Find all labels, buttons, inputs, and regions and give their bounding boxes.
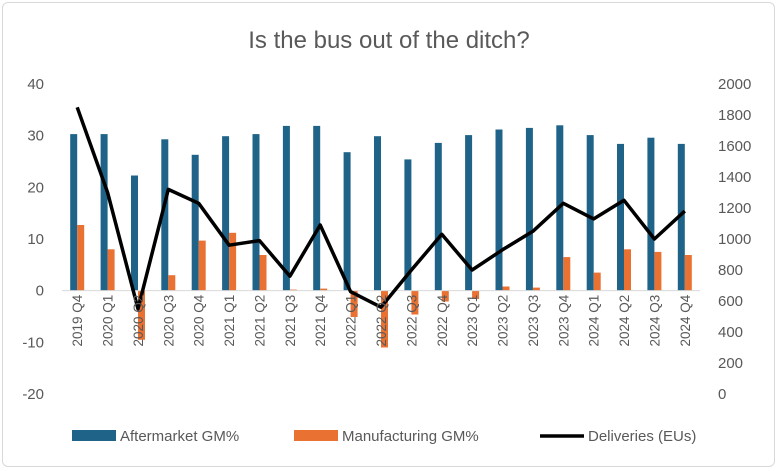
right-axis-tick-label: 0 <box>718 386 726 403</box>
right-y-axis-ticks: 0 200 400 600 800 1000 1200 1400 1600 1800 2000 <box>718 76 751 403</box>
deliveries-line-group <box>75 106 686 311</box>
chart-title: Is the bus out of the ditch? <box>248 27 530 54</box>
right-axis-tick-label: 200 <box>718 355 743 372</box>
aftermarket-gm-bar <box>495 129 503 291</box>
manufacturing-gm-bar <box>138 290 145 340</box>
right-axis-tick-label: 1400 <box>718 169 751 186</box>
manufacturing-gm-bar <box>107 249 115 291</box>
manufacturing-gm-bar <box>532 287 540 291</box>
manufacturing-gm-bar <box>289 289 297 291</box>
aftermarket-gm-bar <box>222 136 230 291</box>
aftermarket-gm-bar <box>404 159 412 291</box>
x-axis-tick-label: 2021 Q3 <box>283 295 298 347</box>
left-y-axis-ticks: -20 -10 0 10 20 30 40 <box>22 76 44 403</box>
x-axis-tick-label: 2020 Q3 <box>161 295 176 347</box>
aftermarket-gm-bar <box>525 127 533 291</box>
right-axis-tick-label: 2000 <box>718 76 751 93</box>
aftermarket-gm-bar <box>282 125 290 291</box>
x-axis-tick-label: 2021 Q4 <box>313 294 328 346</box>
x-axis-tick-label: 2019 Q4 <box>70 294 85 346</box>
x-axis-tick-label: 2024 Q2 <box>617 295 632 347</box>
x-axis-tick-label: 2024 Q1 <box>587 295 602 347</box>
right-axis-tick-label: 1600 <box>718 138 751 155</box>
manufacturing-gm-bar <box>198 240 206 291</box>
left-axis-tick-label: 10 <box>27 231 44 248</box>
manufacturing-gm-bar <box>624 249 631 291</box>
right-axis-tick-label: 800 <box>718 262 743 279</box>
x-axis-tick-label: 2022 Q2 <box>374 295 389 347</box>
deliveries-line <box>75 106 686 311</box>
manufacturing-gm-bar <box>381 290 388 348</box>
x-axis-tick-label: 2021 Q1 <box>222 295 237 347</box>
manufacturing-gm-bar <box>77 225 85 291</box>
manufacturing-gm-legend-swatch <box>294 430 338 441</box>
manufacturing-gm-legend-label: Manufacturing GM% <box>342 428 479 445</box>
aftermarket-gm-bar <box>677 143 685 291</box>
aftermarket-gm-bar <box>100 134 108 291</box>
left-axis-tick-label: 0 <box>36 283 44 300</box>
manufacturing-gm-bar <box>259 255 267 291</box>
chart-frame <box>2 2 775 467</box>
manufacturing-gm-bar <box>654 251 662 291</box>
manufacturing-gm-bar <box>320 288 328 291</box>
right-axis-tick-label: 600 <box>718 293 743 310</box>
right-axis-tick-label: 1200 <box>718 200 751 217</box>
manufacturing-gm-bar <box>441 290 449 302</box>
x-axis-tick-label: 2023 Q4 <box>556 294 571 346</box>
manufacturing-gm-bar <box>168 275 176 291</box>
aftermarket-gm-bar <box>313 125 321 291</box>
x-axis-tick-label: 2020 Q4 <box>192 294 207 346</box>
x-axis-tick-label: 2024 Q3 <box>647 295 662 347</box>
manufacturing-gm-bar <box>350 290 358 317</box>
x-axis-tick-label: 2021 Q2 <box>253 295 268 347</box>
x-axis-tick-label: 2022 Q1 <box>344 295 359 347</box>
x-axis-tick-label: 2020 Q1 <box>101 295 116 347</box>
x-axis-tick-label: 2022 Q3 <box>404 295 419 347</box>
manufacturing-gm-bar <box>411 290 419 315</box>
x-axis-tick-label: 2023 Q3 <box>526 295 541 347</box>
x-axis-ticks: 2019 Q4 2020 Q1 2020 Q2 2020 Q3 2020 Q4 2021 … <box>70 294 693 346</box>
aftermarket-gm-bar <box>586 135 594 291</box>
manufacturing-gm-bar <box>563 257 571 291</box>
deliveries-eus-legend-label: Deliveries (EUs) <box>588 428 696 445</box>
aftermarket-gm-bar <box>617 143 624 291</box>
left-axis-tick-label: 30 <box>27 128 44 145</box>
aftermarket-gm-bar <box>434 142 442 291</box>
x-axis-tick-label: 2024 Q4 <box>678 294 693 346</box>
left-axis-tick-label: -10 <box>22 334 44 351</box>
aftermarket-gm-bar <box>191 154 199 291</box>
legend: Aftermarket GM% Manufacturing GM% Deliveri… <box>72 428 696 445</box>
aftermarket-gm-bar <box>343 152 351 291</box>
x-axis-tick-label: 2022 Q4 <box>435 294 450 346</box>
left-axis-tick-label: 40 <box>27 76 44 93</box>
aftermarket-gm-bar <box>252 134 260 291</box>
aftermarket-gm-bar <box>647 137 655 291</box>
x-axis-tick-label: 2023 Q1 <box>465 295 480 347</box>
manufacturing-gm-bar <box>472 290 480 299</box>
left-axis-tick-label: 20 <box>27 179 44 196</box>
aftermarket-gm-bar <box>131 175 138 291</box>
aftermarket-gm-legend-label: Aftermarket GM% <box>120 428 239 445</box>
right-axis-tick-label: 1800 <box>718 107 751 124</box>
manufacturing-gm-bar <box>502 286 510 291</box>
x-axis-tick-label: 2023 Q2 <box>496 295 511 347</box>
left-axis-tick-label: -20 <box>22 386 44 403</box>
aftermarket-gm-bar <box>374 136 381 291</box>
manufacturing-gm-bar <box>593 272 601 291</box>
manufacturing-gm-bar <box>684 255 692 291</box>
aftermarket-gm-legend-swatch <box>72 430 116 441</box>
right-axis-tick-label: 400 <box>718 324 743 341</box>
aftermarket-gm-bar <box>465 135 473 291</box>
manufacturing-gm-bar <box>229 232 237 291</box>
x-axis-tick-label: 2020 Q2 <box>131 295 146 347</box>
aftermarket-gm-bar <box>70 134 78 291</box>
right-axis-tick-label: 1000 <box>718 231 751 248</box>
aftermarket-gm-bar <box>161 139 169 291</box>
